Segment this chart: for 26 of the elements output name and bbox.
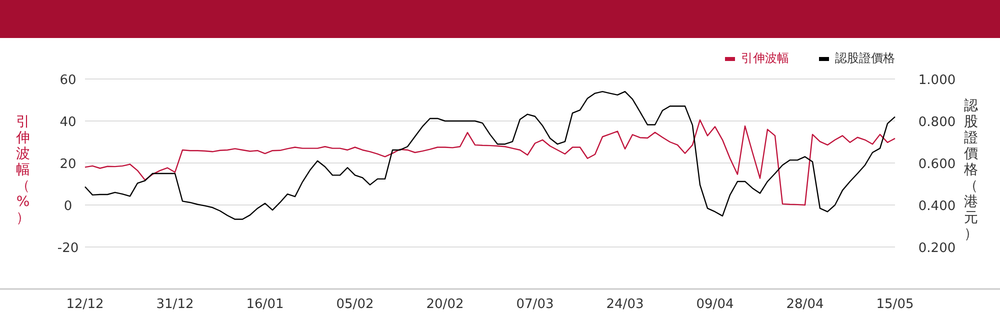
y2-tick-label: 1.000: [918, 73, 956, 88]
x-tick-label: 16/01: [246, 297, 284, 312]
x-tick-label: 28/04: [786, 297, 824, 312]
x-tick-label: 15/05: [876, 297, 914, 312]
x-tick-label: 12/12: [66, 297, 104, 312]
y-tick-label: 40: [60, 115, 76, 130]
x-tick-label: 24/03: [606, 297, 644, 312]
y2-tick-label: 0.400: [918, 199, 956, 214]
line-series: [84, 91, 896, 220]
y2-tick-label: 0.600: [918, 157, 956, 172]
y-tick-label: 0: [64, 199, 72, 214]
line-series: [84, 119, 896, 206]
legend-label: 認股證價格: [835, 50, 895, 67]
legend-label: 引伸波幅: [741, 50, 789, 67]
x-tick-label: 09/04: [696, 297, 734, 312]
y2-tick-label: 0.800: [918, 115, 956, 130]
y-tick-label: 20: [60, 157, 76, 172]
x-tick-label: 05/02: [336, 297, 374, 312]
x-tick-label: 20/02: [426, 297, 464, 312]
x-tick-label: 31/12: [156, 297, 194, 312]
y-tick-label: -20: [57, 241, 79, 256]
text: 認股證價格（港元）: [964, 98, 978, 242]
x-tick-label: 07/03: [516, 297, 554, 312]
y-axis-title: 引伸波幅（%）: [15, 114, 31, 226]
y-tick-label: 60: [60, 73, 76, 88]
y2-tick-label: 0.200: [918, 241, 956, 256]
